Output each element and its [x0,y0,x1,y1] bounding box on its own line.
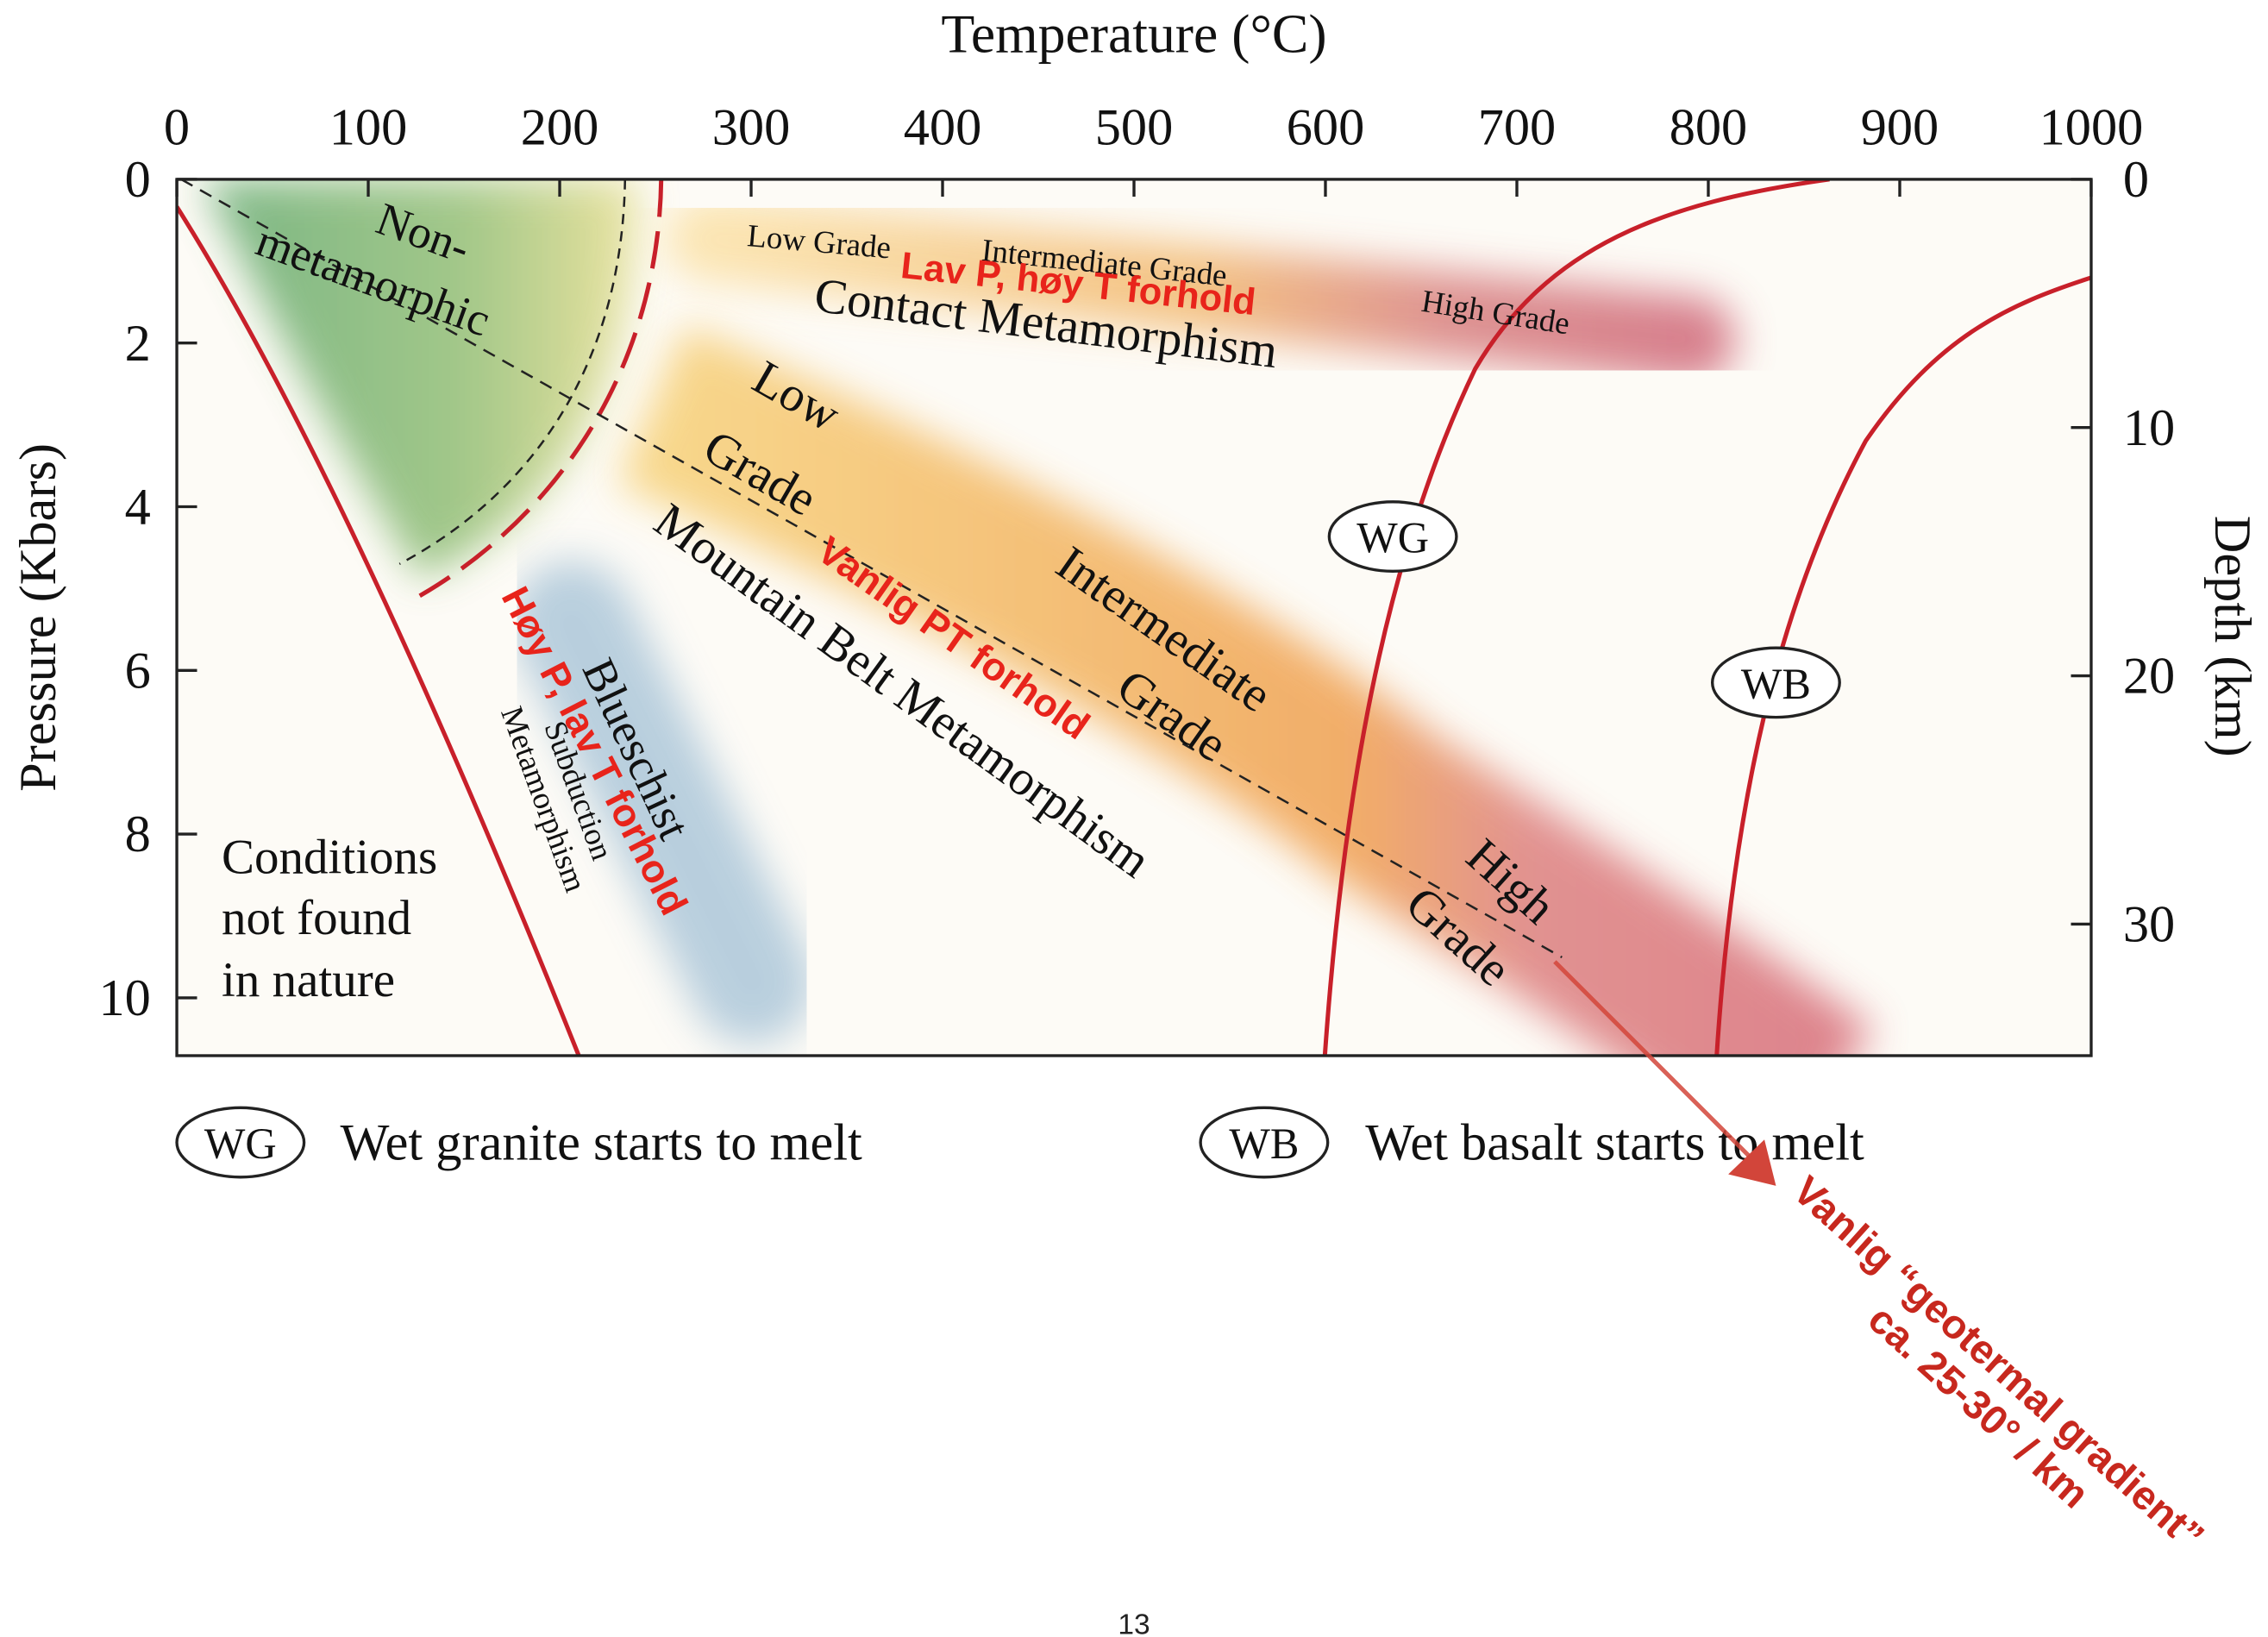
legend-text: Wet granite starts to melt [341,1114,863,1172]
label: not found [222,891,411,945]
legend-text: Wet basalt starts to melt [1365,1114,1864,1172]
y2-tick-label: 30 [2123,896,2175,954]
x-tick-label: 1000 [2039,99,2144,157]
label: WG [1356,513,1429,561]
y-tick-label: 6 [125,642,151,699]
label: WB [1741,660,1811,708]
y-tick-label: 2 [125,315,151,373]
y-tick-label: 8 [125,806,151,863]
x-tick-label: 800 [1670,99,1748,157]
x-tick-label: 500 [1095,99,1174,157]
y-title: Pressure (Kbars) [9,443,67,792]
legend-symbol-text: WG [204,1120,277,1168]
slide: 0100200300400500600700800900100002468100… [0,0,2268,1637]
y-tick-label: 10 [98,969,150,1027]
x-tick-label: 400 [904,99,982,157]
x-tick-label: 0 [164,99,190,157]
x-tick-label: 600 [1287,99,1365,157]
x-title: Temperature (°C) [941,3,1326,64]
y2-tick-label: 20 [2123,648,2175,706]
y2-tick-label: 10 [2123,399,2175,457]
page-number: 13 [1118,1609,1150,1637]
legend-symbol-text: WB [1229,1120,1299,1168]
y-tick-label: 0 [125,151,151,209]
x-tick-label: 700 [1478,99,1557,157]
y2-title: Depth (km) [2203,516,2261,757]
x-tick-label: 100 [329,99,408,157]
legend: WG Wet granite starts to melt WB Wet bas… [177,1107,1864,1176]
annotation-text: Vanlig “geotermal gradient” [1785,1168,2213,1559]
x-tick-label: 900 [1861,99,1939,157]
y2-tick-label: 0 [2123,151,2149,209]
x-tick-label: 200 [521,99,599,157]
label: in nature [222,953,395,1007]
label: Conditions [222,831,437,885]
y-tick-label: 4 [125,479,151,536]
x-tick-label: 300 [712,99,791,157]
